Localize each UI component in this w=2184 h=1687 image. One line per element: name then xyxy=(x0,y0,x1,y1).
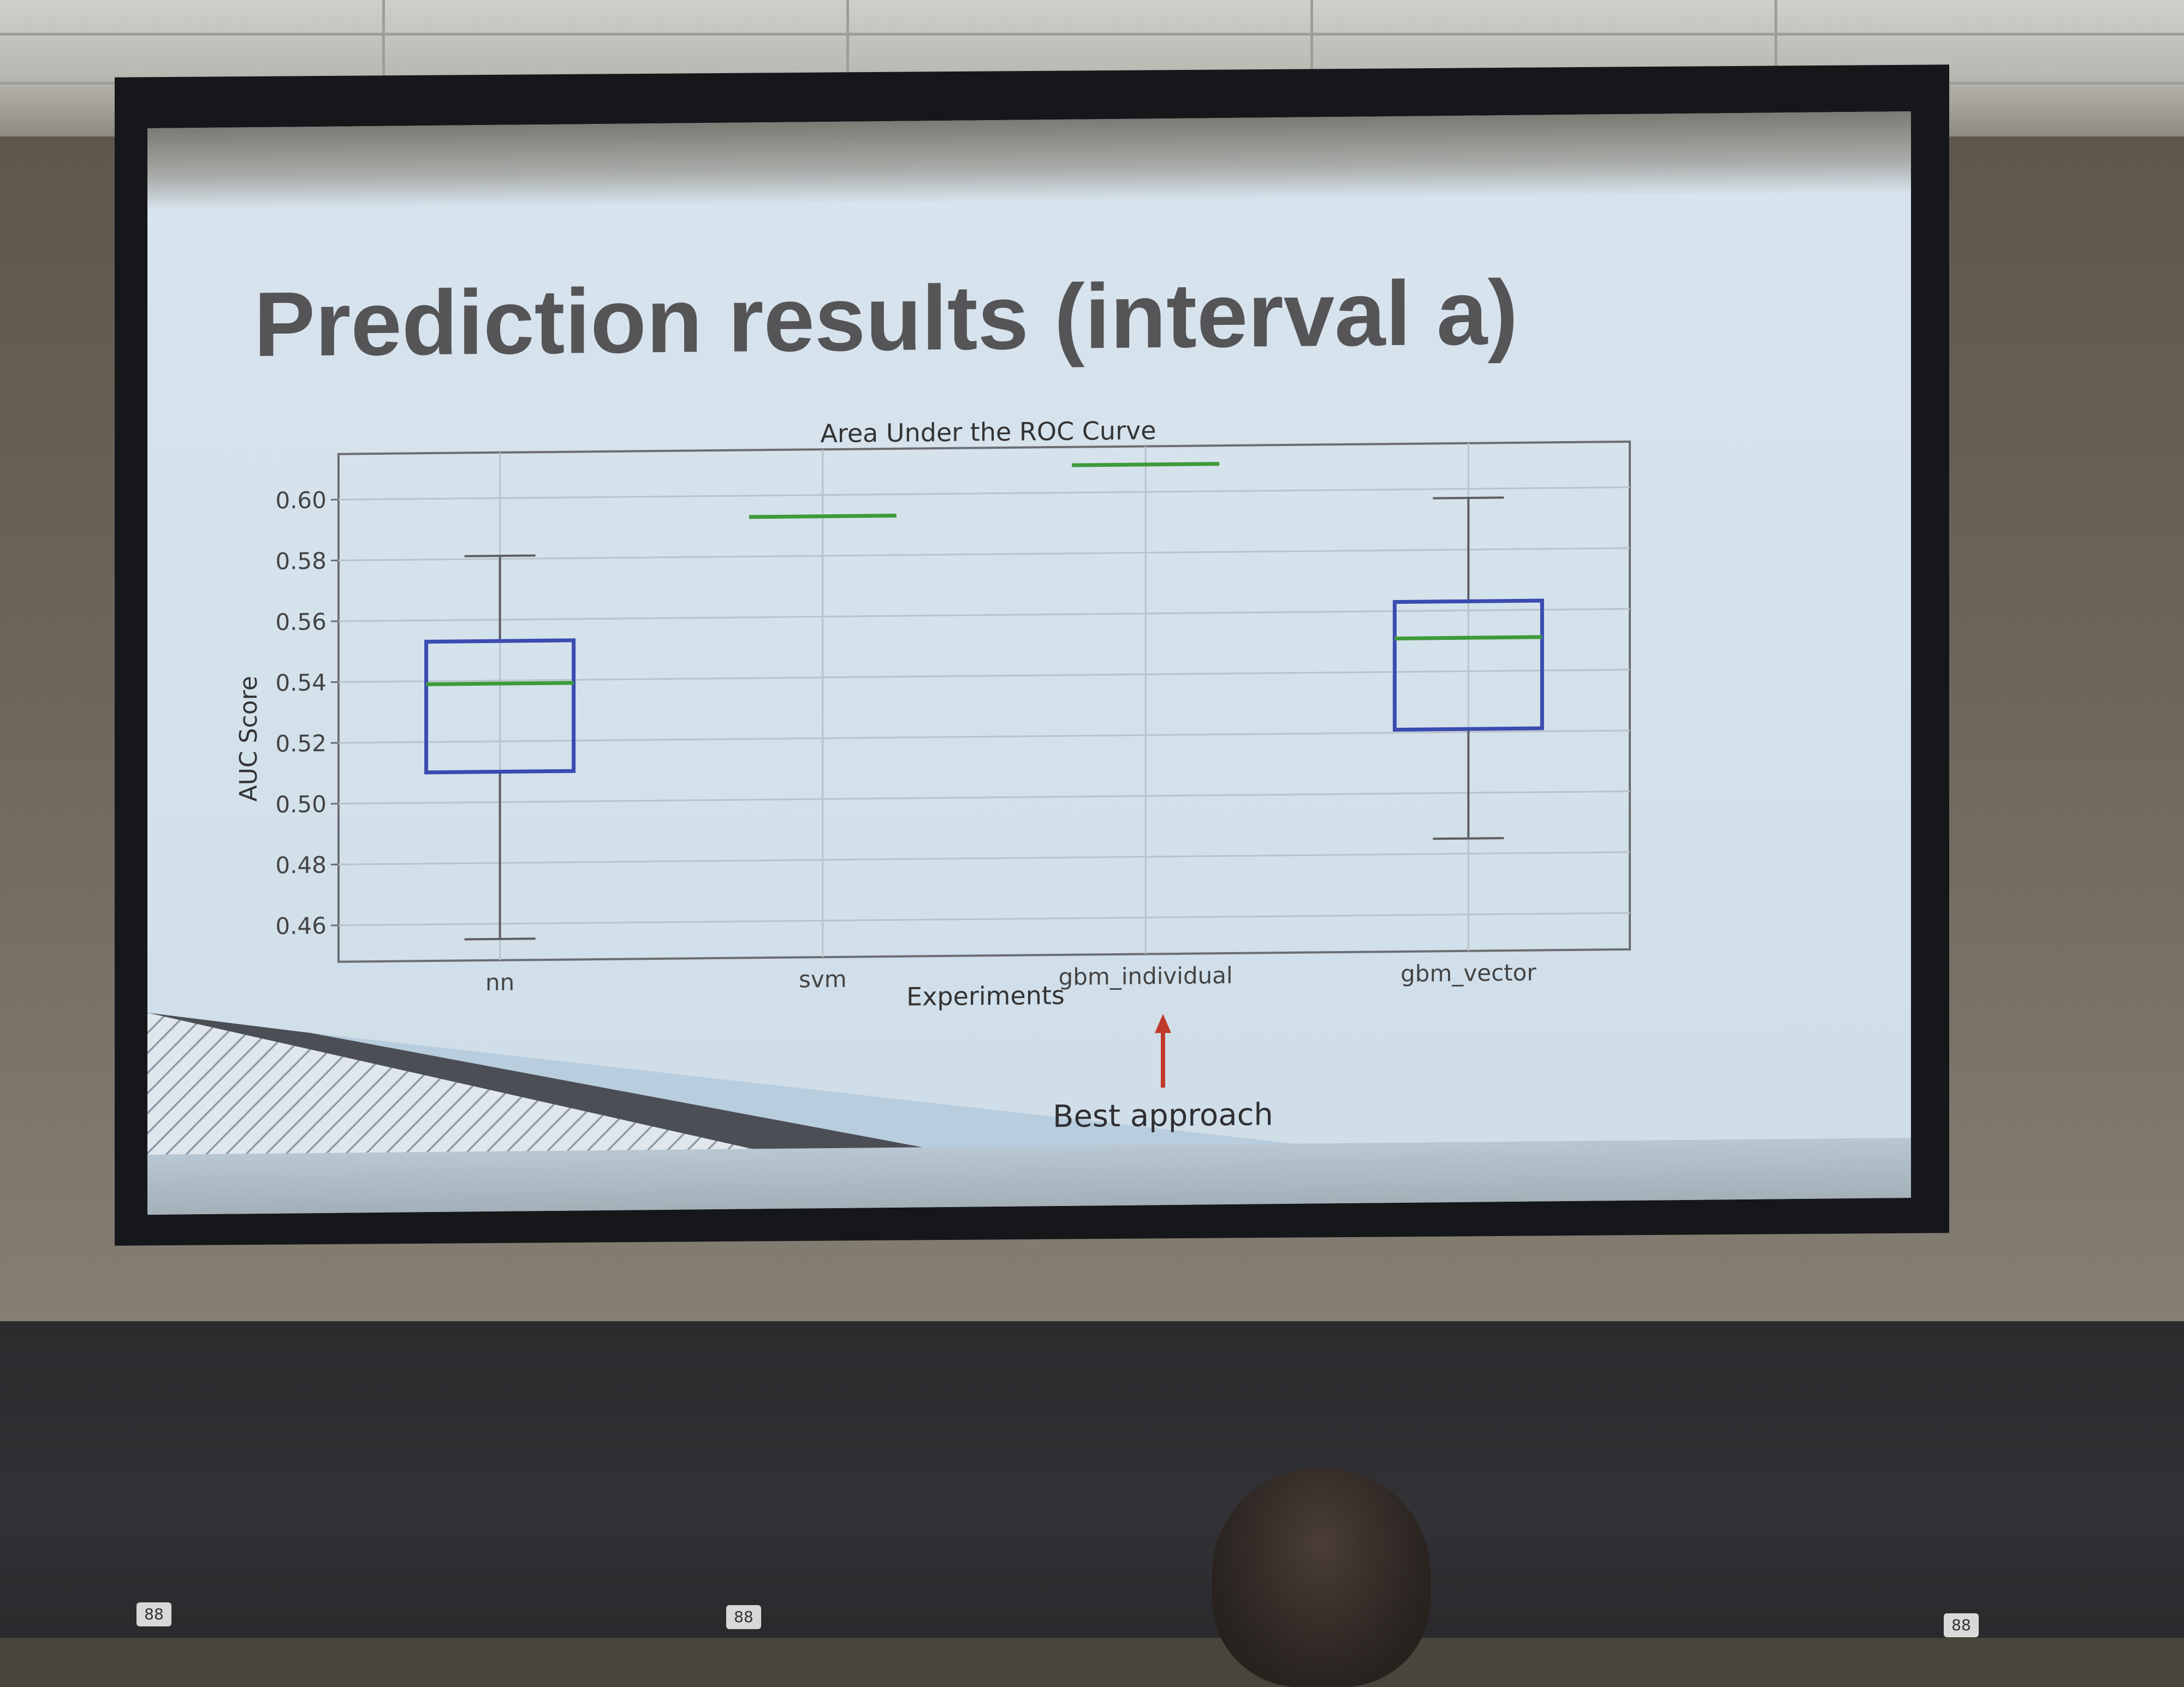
grid-line-horizontal xyxy=(339,548,1630,561)
x-tick-label-nn: nn xyxy=(485,969,514,996)
grid-line-horizontal xyxy=(339,913,1630,925)
box-group-gbm_individual xyxy=(1072,464,1219,466)
wall-outlet: 88 xyxy=(1944,1613,1979,1637)
y-tick-label: 0.52 xyxy=(275,730,327,757)
y-tick-label: 0.58 xyxy=(275,548,327,575)
median-line xyxy=(426,683,574,685)
y-tick-label: 0.50 xyxy=(275,791,327,818)
best-approach-arrow xyxy=(1155,1014,1171,1088)
wall-outlet: 88 xyxy=(726,1605,761,1629)
grid-line-horizontal xyxy=(339,852,1630,865)
grid-line-horizontal xyxy=(339,670,1630,682)
box-group-svm xyxy=(749,515,897,517)
grid-line-horizontal xyxy=(339,791,1630,804)
wall-outlet: 88 xyxy=(136,1602,171,1626)
lower-wall-panel: 88 88 88 xyxy=(0,1321,2184,1638)
max-cap xyxy=(1433,497,1504,498)
y-tick-label: 0.46 xyxy=(275,912,327,940)
chart-title: Area Under the ROC Curve xyxy=(820,415,1156,448)
plot-frame xyxy=(339,442,1630,962)
grid-line-horizontal xyxy=(339,609,1630,621)
median-line xyxy=(1394,637,1542,639)
y-tick-label: 0.60 xyxy=(275,486,327,514)
x-tick-label-svm: svm xyxy=(799,966,847,993)
x-axis-label: Experiments xyxy=(906,981,1065,1012)
grid-line-horizontal xyxy=(339,730,1630,743)
y-tick-label: 0.54 xyxy=(275,669,327,697)
y-tick-label: 0.48 xyxy=(275,852,327,879)
auc-box-plot: Area Under the ROC Curve 0.46 0.48 0.50 0.5… xyxy=(147,111,1911,1215)
x-tick-label-gbm_vector: gbm_vector xyxy=(1400,959,1536,987)
y-tick-label: 0.56 xyxy=(275,608,327,635)
x-tick-label-gbm_individual: gbm_individual xyxy=(1059,962,1233,990)
median-line xyxy=(749,515,897,517)
min-cap xyxy=(1433,838,1504,839)
projector-screen: Prediction results (interval a) Area Und… xyxy=(147,111,1911,1215)
median-line xyxy=(1072,464,1219,466)
best-approach-label: Best approach xyxy=(1053,1097,1273,1134)
y-axis-label: AUC Score xyxy=(235,676,263,802)
min-cap xyxy=(465,938,536,939)
audience-member-head xyxy=(1212,1469,1431,1687)
